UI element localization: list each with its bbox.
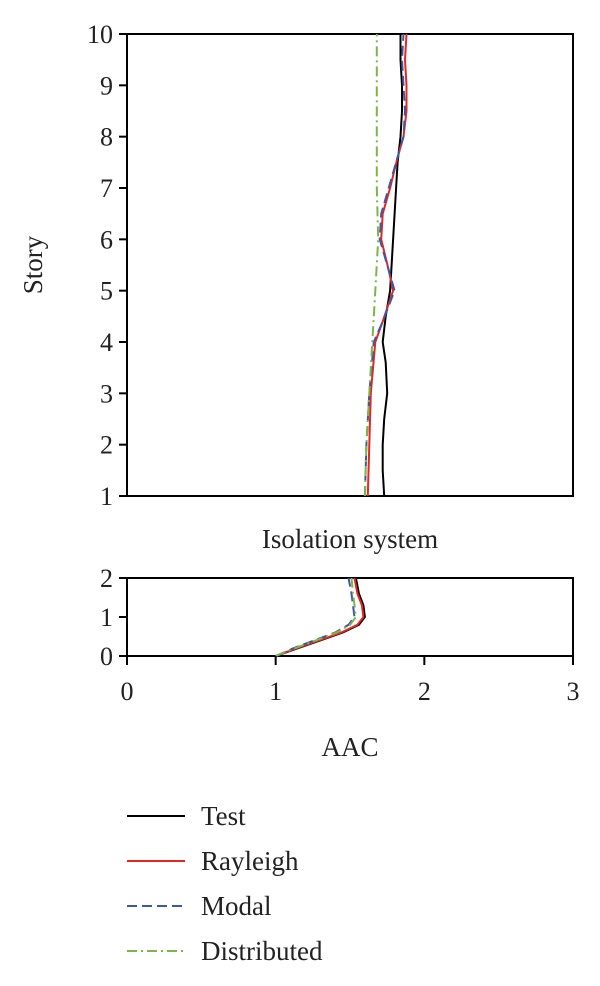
series-line-distributed bbox=[275, 577, 357, 657]
y-tick-label: 4 bbox=[100, 328, 113, 357]
legend: Test Rayleigh Modal Distributed bbox=[127, 801, 323, 966]
x-tick-label: 2 bbox=[418, 677, 431, 706]
y-tick-label: 9 bbox=[100, 71, 113, 100]
lower-y-ticks: 0 1 2 bbox=[100, 564, 127, 671]
upper-panel: 1 2 3 4 5 6 7 8 9 10 Story bbox=[18, 20, 574, 511]
series-line-modal bbox=[275, 577, 356, 657]
lower-x-ticks: 0 1 2 3 bbox=[121, 656, 580, 706]
legend-label: Distributed bbox=[201, 936, 323, 966]
legend-label: Modal bbox=[201, 891, 272, 921]
series-line-test bbox=[381, 34, 403, 497]
series-line-rayleigh bbox=[366, 33, 408, 497]
y-tick-label: 7 bbox=[100, 174, 113, 203]
lower-series-group bbox=[275, 577, 366, 657]
series-line-test bbox=[275, 577, 366, 657]
y-tick-label: 10 bbox=[87, 20, 113, 49]
legend-entry-modal: Modal bbox=[127, 891, 272, 921]
upper-plot-frame bbox=[126, 33, 574, 497]
y-tick-label: 2 bbox=[100, 564, 113, 593]
lower-panel-title: Isolation system bbox=[262, 524, 438, 554]
y-tick-label: 1 bbox=[100, 482, 113, 511]
legend-entry-rayleigh: Rayleigh bbox=[127, 846, 299, 876]
upper-y-ticks: 1 2 3 4 5 6 7 8 9 10 bbox=[87, 20, 127, 511]
y-tick-label: 0 bbox=[100, 642, 113, 671]
series-line-rayleigh bbox=[275, 577, 365, 657]
lower-plot-frame bbox=[126, 577, 574, 657]
series-line-modal bbox=[363, 33, 407, 497]
x-tick-label: 3 bbox=[567, 677, 580, 706]
upper-y-axis-label: Story bbox=[18, 235, 48, 294]
upper-series-group bbox=[363, 33, 408, 497]
legend-label: Rayleigh bbox=[201, 846, 299, 876]
legend-label: Test bbox=[201, 801, 246, 831]
x-tick-label: 0 bbox=[121, 677, 134, 706]
legend-entry-distributed: Distributed bbox=[127, 936, 323, 966]
y-tick-label: 3 bbox=[100, 379, 113, 408]
y-tick-label: 8 bbox=[100, 123, 113, 152]
x-axis-label: AAC bbox=[321, 732, 378, 762]
lower-panel: 0 1 2 0 1 2 3 AAC bbox=[100, 564, 580, 762]
legend-entry-test: Test bbox=[127, 801, 246, 831]
y-tick-label: 1 bbox=[100, 603, 113, 632]
y-tick-label: 5 bbox=[100, 277, 113, 306]
series-line-distributed bbox=[363, 34, 380, 497]
x-tick-label: 1 bbox=[269, 677, 282, 706]
y-tick-label: 2 bbox=[100, 431, 113, 460]
y-tick-label: 6 bbox=[100, 225, 113, 254]
